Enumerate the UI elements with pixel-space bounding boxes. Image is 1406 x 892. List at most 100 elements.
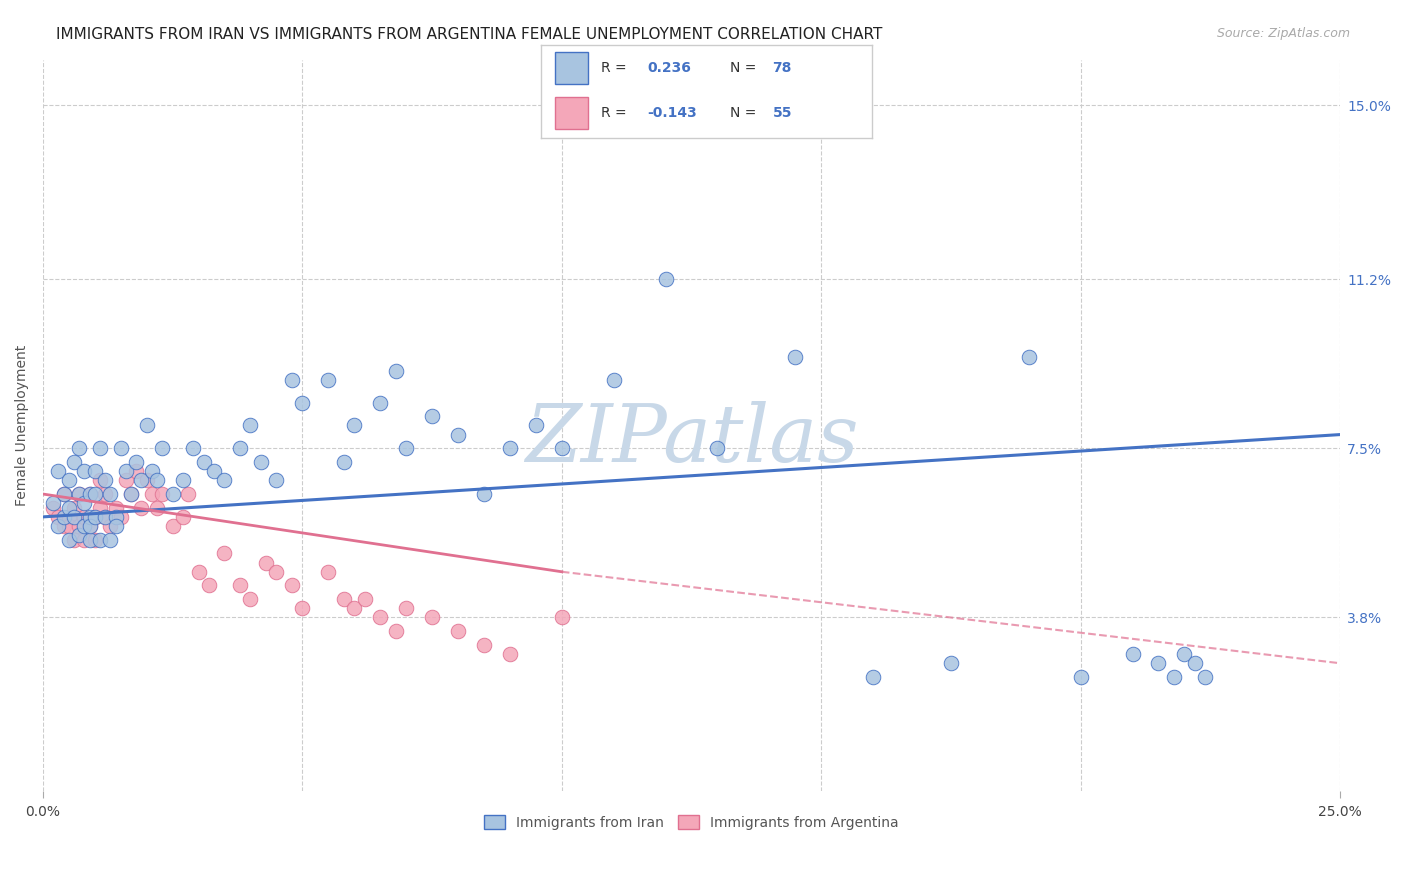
Text: 0.236: 0.236 (647, 61, 690, 75)
Point (120, 487, 142, 501)
Point (83, 487, 105, 501)
Point (291, 395, 314, 409)
Point (368, 610, 391, 624)
Y-axis label: Female Unemployment: Female Unemployment (15, 345, 30, 506)
Point (135, 418, 157, 433)
Point (83, 509, 105, 524)
Point (52, 487, 75, 501)
Point (48, 509, 70, 524)
Point (1163, 670, 1185, 684)
Point (172, 509, 194, 524)
Point (939, 657, 962, 671)
Point (146, 500, 169, 515)
Point (98, 519, 121, 533)
Point (79, 533, 101, 547)
Point (79, 487, 101, 501)
Point (472, 487, 495, 501)
Point (183, 442, 205, 456)
Point (198, 578, 221, 592)
Point (353, 592, 375, 607)
Point (1173, 647, 1195, 661)
Point (63, 500, 86, 515)
Point (239, 592, 262, 607)
Point (150, 442, 173, 456)
Point (229, 578, 252, 592)
Point (98, 533, 121, 547)
Point (316, 373, 339, 387)
Point (193, 455, 215, 469)
Point (551, 610, 574, 624)
Point (395, 442, 418, 456)
Point (395, 601, 418, 615)
Text: 78: 78 (773, 61, 792, 75)
Point (104, 500, 127, 515)
Point (499, 647, 522, 661)
Point (551, 442, 574, 456)
Point (239, 418, 262, 433)
Point (83, 533, 105, 547)
Point (67, 528, 90, 542)
Point (63, 533, 86, 547)
Point (52, 509, 75, 524)
Point (58, 509, 80, 524)
Point (73, 519, 96, 533)
Point (384, 363, 406, 377)
Point (150, 487, 173, 501)
Point (79, 519, 101, 533)
Point (654, 272, 676, 286)
Point (52, 519, 75, 533)
Point (368, 395, 391, 409)
Point (343, 418, 366, 433)
Legend: Immigrants from Iran, Immigrants from Argentina: Immigrants from Iran, Immigrants from Ar… (479, 810, 904, 836)
Point (141, 487, 163, 501)
Point (115, 473, 138, 487)
Point (162, 519, 184, 533)
Point (281, 373, 304, 387)
Point (602, 373, 624, 387)
Point (420, 610, 443, 624)
Point (89, 442, 111, 456)
Point (141, 464, 163, 478)
Point (52, 487, 75, 501)
Point (94, 473, 117, 487)
Point (120, 487, 142, 501)
Text: N =: N = (730, 106, 761, 120)
Point (94, 509, 117, 524)
Point (42, 496, 65, 510)
Text: IMMIGRANTS FROM IRAN VS IMMIGRANTS FROM ARGENTINA FEMALE UNEMPLOYMENT CORRELATIO: IMMIGRANTS FROM IRAN VS IMMIGRANTS FROM … (56, 27, 883, 42)
Point (48, 464, 70, 478)
Point (162, 487, 184, 501)
Point (1070, 670, 1092, 684)
Point (447, 624, 470, 639)
Point (266, 473, 288, 487)
Point (177, 487, 200, 501)
Point (266, 565, 288, 579)
Point (187, 565, 209, 579)
Point (202, 464, 225, 478)
Bar (554, 97, 588, 129)
Point (131, 473, 153, 487)
Point (172, 473, 194, 487)
Point (343, 601, 366, 615)
Text: N =: N = (730, 61, 761, 75)
Point (214, 546, 236, 560)
Point (384, 624, 406, 639)
Point (146, 473, 169, 487)
Point (115, 464, 138, 478)
Text: 55: 55 (773, 106, 792, 120)
Point (1194, 670, 1216, 684)
Point (63, 509, 86, 524)
Point (83, 509, 105, 524)
Point (249, 455, 271, 469)
Point (98, 487, 121, 501)
Point (58, 473, 80, 487)
Point (1121, 647, 1143, 661)
Point (110, 509, 132, 524)
Point (104, 509, 127, 524)
Point (89, 500, 111, 515)
Point (125, 455, 148, 469)
Bar (554, 52, 588, 84)
Text: R =: R = (600, 61, 631, 75)
Point (67, 442, 90, 456)
Point (524, 418, 547, 433)
